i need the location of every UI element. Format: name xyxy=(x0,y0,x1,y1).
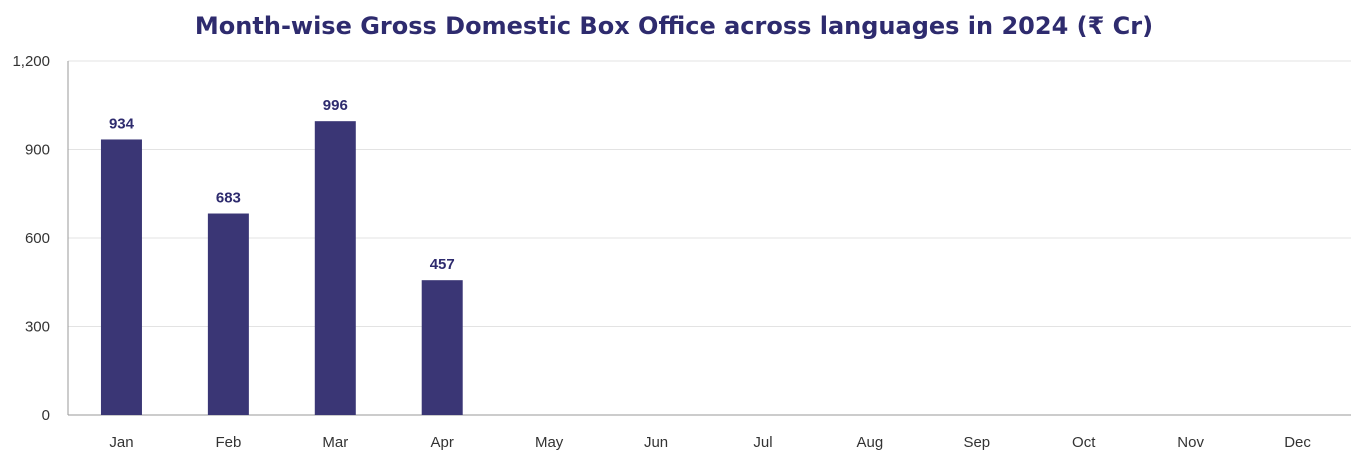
x-tick-label: Feb xyxy=(215,434,241,451)
data-label: 457 xyxy=(430,256,455,273)
bar-feb xyxy=(207,213,249,415)
data-label: 934 xyxy=(109,115,135,132)
y-axis: 0 300 600 900 1,200 xyxy=(12,53,69,424)
data-label: 996 xyxy=(323,97,348,114)
x-axis: Jan Feb Mar Apr May Jun Jul Aug Sep Oct Nov Dec xyxy=(109,434,1311,451)
data-label: 683 xyxy=(216,190,241,207)
x-tick-label: Nov xyxy=(1177,434,1204,451)
x-tick-label: Sep xyxy=(963,434,990,451)
x-tick-label: Dec xyxy=(1284,434,1311,451)
y-tick-label: 600 xyxy=(25,230,50,247)
x-tick-label: Mar xyxy=(322,434,348,451)
x-tick-label: Jul xyxy=(753,434,772,451)
y-tick-label: 900 xyxy=(25,142,50,159)
x-tick-label: Oct xyxy=(1072,434,1096,451)
bar-mar xyxy=(314,121,356,416)
x-tick-label: Apr xyxy=(431,434,454,451)
y-tick-label: 1,200 xyxy=(12,53,50,70)
x-tick-label: Jan xyxy=(109,434,133,451)
y-tick-label: 0 xyxy=(42,407,50,424)
bars xyxy=(100,121,463,416)
data-labels: 934 683 996 457 xyxy=(109,97,455,273)
x-tick-label: Aug xyxy=(857,434,884,451)
chart-title: Month-wise Gross Domestic Box Office acr… xyxy=(195,12,1153,40)
bar-apr xyxy=(421,280,463,415)
y-tick-label: 300 xyxy=(25,319,50,336)
gridlines xyxy=(68,60,1351,416)
bar-jan xyxy=(100,139,142,415)
x-tick-label: Jun xyxy=(644,434,668,451)
x-tick-label: May xyxy=(535,434,564,451)
